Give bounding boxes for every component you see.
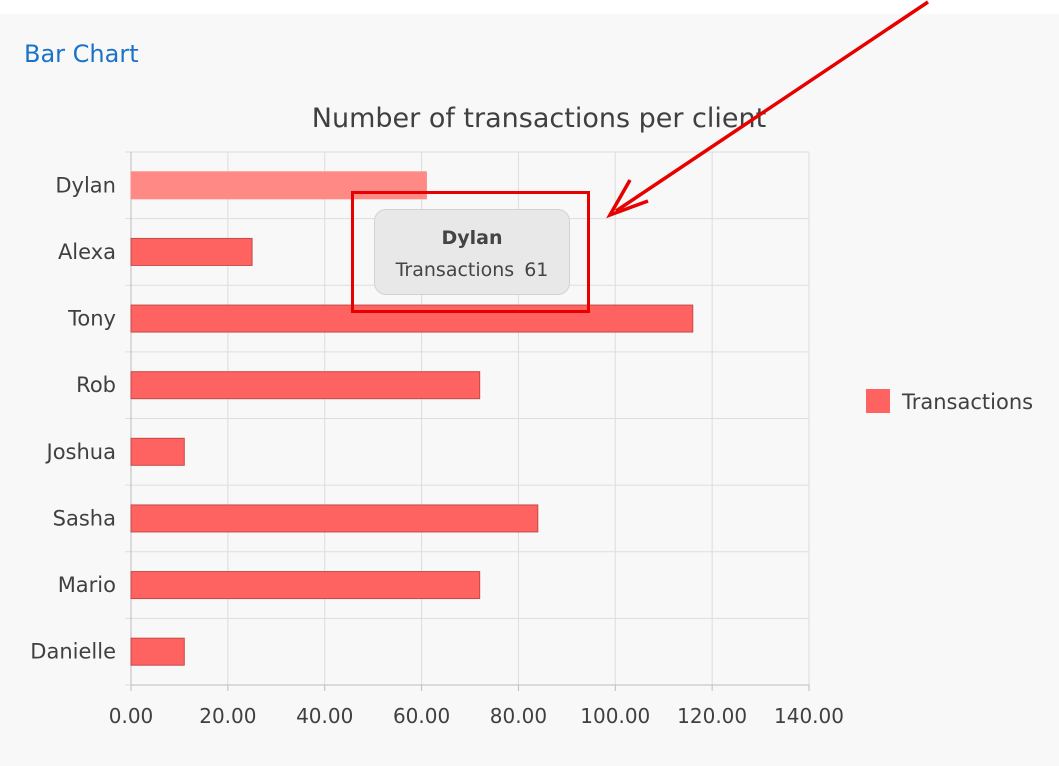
x-tick-label: 40.00 xyxy=(296,704,353,728)
category-label: Danielle xyxy=(30,640,116,664)
category-label: Sasha xyxy=(53,506,116,530)
x-tick-labels: 0.00 20.00 40.00 60.00 80.00 100.00 120.00 140.… xyxy=(109,704,844,728)
category-label: Mario xyxy=(58,573,116,597)
annotation-arrow xyxy=(606,0,929,219)
bar-tooltip: Dylan Transactions 61 xyxy=(374,209,570,295)
category-label: Tony xyxy=(67,307,116,331)
tooltip-category: Dylan xyxy=(441,227,503,249)
bar-danielle[interactable] xyxy=(130,637,185,666)
tooltip-row: Transactions 61 xyxy=(375,259,569,281)
bar-sasha[interactable] xyxy=(130,504,539,533)
x-tick-label: 120.00 xyxy=(677,704,747,728)
category-label: Dylan xyxy=(55,173,116,197)
bar-dylan[interactable] xyxy=(130,171,427,200)
bar-rob[interactable] xyxy=(130,371,481,400)
bar-mario[interactable] xyxy=(130,571,481,600)
x-tick-label: 20.00 xyxy=(199,704,256,728)
category-label: Alexa xyxy=(58,240,116,264)
x-tick-label: 140.00 xyxy=(774,704,844,728)
legend-label: Transactions xyxy=(901,390,1033,414)
category-label: Joshua xyxy=(45,440,116,464)
category-labels: Dylan Alexa Tony Rob Joshua Sasha Mario Daniell… xyxy=(30,173,116,663)
annotation-highlight-box xyxy=(351,191,590,313)
x-tick-label: 100.00 xyxy=(580,704,650,728)
legend-swatch xyxy=(866,389,890,413)
panel-title: Bar Chart xyxy=(24,40,139,68)
tooltip-series: Transactions xyxy=(395,259,515,281)
chart-bars xyxy=(130,171,694,666)
bar-alexa[interactable] xyxy=(130,237,253,266)
bar-tony[interactable] xyxy=(130,304,694,333)
x-tick-label: 60.00 xyxy=(393,704,450,728)
x-tick-label: 80.00 xyxy=(490,704,547,728)
chart-title: Number of transactions per client xyxy=(312,103,766,134)
chart-legend[interactable]: Transactions xyxy=(866,389,1033,414)
x-tick-label: 0.00 xyxy=(109,704,154,728)
category-label: Rob xyxy=(76,373,116,397)
tooltip-value: 61 xyxy=(524,259,549,281)
bar-joshua[interactable] xyxy=(130,437,185,466)
